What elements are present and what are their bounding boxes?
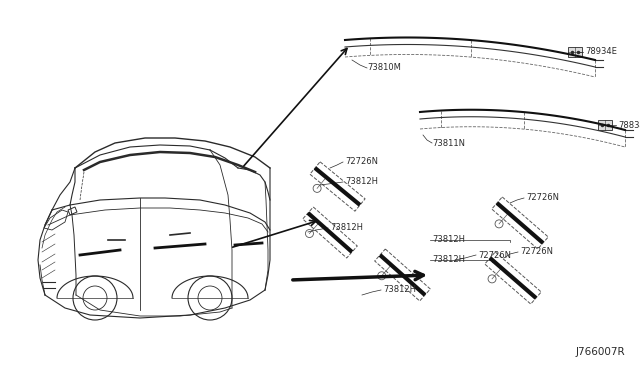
Text: 73812H: 73812H	[432, 256, 465, 264]
Text: 78934E: 78934E	[585, 48, 617, 57]
Text: 73812H: 73812H	[345, 177, 378, 186]
Text: 73812H: 73812H	[432, 235, 465, 244]
Text: 73812H: 73812H	[383, 285, 416, 295]
Text: J766007R: J766007R	[575, 347, 625, 357]
Bar	[598, 120, 612, 130]
Text: 73810M: 73810M	[367, 64, 401, 73]
Text: 72726N: 72726N	[345, 157, 378, 167]
Text: 72726N: 72726N	[478, 250, 511, 260]
Text: 73811N: 73811N	[432, 138, 465, 148]
Text: 78834E: 78834E	[618, 121, 640, 129]
Text: 72726N: 72726N	[526, 193, 559, 202]
Bar	[568, 47, 582, 57]
Text: 72726N: 72726N	[520, 247, 553, 257]
Text: 73812H: 73812H	[330, 224, 363, 232]
